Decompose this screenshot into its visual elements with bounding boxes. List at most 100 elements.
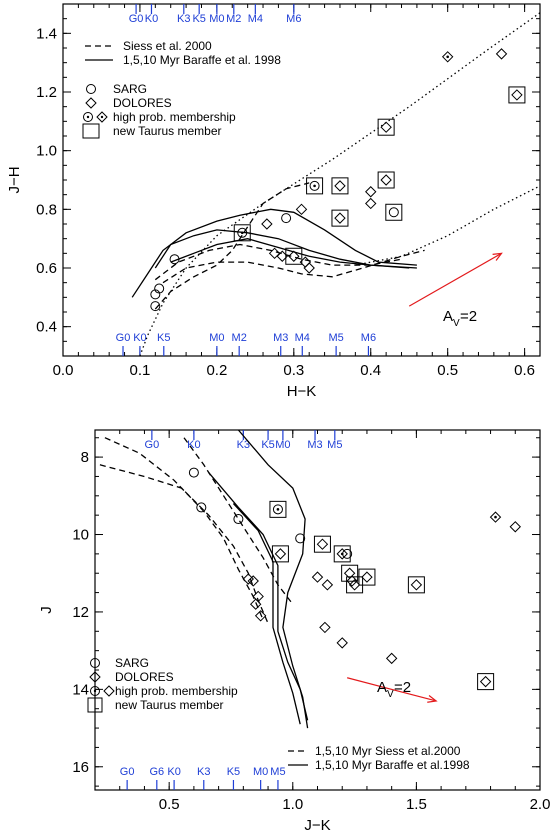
data-point-diamond [441, 51, 454, 63]
y-tick-label: 8 [81, 449, 89, 466]
spt-bottom-label: M5 [328, 332, 343, 344]
data-point-diamond [288, 250, 300, 262]
reddening-vector [408, 252, 502, 307]
data-point-diamond [495, 48, 508, 60]
legend-marker-circle [90, 686, 100, 696]
model-curve-solid [131, 208, 417, 298]
model-curve-dash [162, 249, 425, 284]
spt-bottom-label: G0 [120, 766, 135, 778]
data-point-dot [276, 508, 280, 511]
y-tick-label: 0.8 [36, 201, 57, 218]
legend-marker-diamond [89, 671, 101, 683]
spt-bottom-label: K5 [227, 766, 240, 778]
data-point-diamond [336, 637, 348, 649]
data-point-diamond [511, 89, 523, 101]
legend-marker-diamond [103, 685, 115, 697]
model-curve-dash [154, 182, 310, 310]
spt-bottom-label: K3 [197, 766, 210, 778]
spt-bottom-label: M5 [270, 766, 285, 778]
data-point-diamond [361, 571, 373, 583]
spt-top-label: M2 [226, 13, 241, 25]
data-point-circle [309, 180, 320, 191]
spt-top-label: M6 [286, 13, 301, 25]
spt-bottom-label: M0 [209, 332, 224, 344]
legend-marker-dot [86, 115, 90, 119]
legend-marker-label: SARG [115, 656, 149, 670]
data-point-diamond [365, 197, 377, 210]
data-point-square [377, 171, 395, 189]
data-point-circle [196, 502, 207, 513]
data-point-square [407, 576, 425, 594]
data-point-square [508, 86, 526, 104]
spt-top-label: K0 [187, 439, 200, 451]
spt-top-label: K3 [177, 13, 190, 25]
data-point-circle [281, 213, 292, 224]
x-tick-label: 0.4 [360, 362, 381, 379]
data-point-diamond [380, 174, 392, 186]
x-tick-label: 2.0 [530, 796, 551, 813]
spt-bottom-label: K0 [133, 332, 146, 344]
spt-bottom-label: M0 [253, 766, 268, 778]
extinction-label: A [443, 308, 453, 325]
x-tick-label: 0.5 [437, 362, 458, 379]
spt-bottom-label: K0 [167, 766, 180, 778]
spt-top-label: M3 [307, 439, 322, 451]
y-tick-label: 10 [72, 527, 89, 544]
legend-marker-diamond [96, 111, 108, 123]
legend-model-label: Siess et al. 2000 [123, 39, 212, 53]
x-tick-label: 1.5 [406, 796, 427, 813]
chart-color-color: 0.0 0.1 0.2 0.3 0.4 0.5 0.6 0.4 0.6 0.8 1.0 1.2 1.4 H… [6, 3, 541, 400]
model-curve-dash [154, 243, 402, 281]
data-point-dot [446, 55, 449, 59]
data-point-diamond [252, 590, 264, 603]
data-point-circle [150, 289, 161, 300]
data-point-square [377, 118, 395, 136]
y-tick-label: 1.4 [36, 25, 57, 42]
spt-bottom-label: M2 [232, 332, 247, 344]
y-axis-label: J−H [6, 166, 23, 193]
data-point-square [341, 564, 359, 582]
data-point-diamond [410, 579, 423, 591]
data-point-diamond [336, 548, 348, 560]
data-point-diamond [348, 579, 361, 591]
data-point-square [477, 673, 495, 691]
spt-top-label: M4 [248, 13, 263, 25]
data-point-square [313, 535, 331, 553]
data-point-circle [233, 514, 244, 525]
y-axis-label: J [38, 606, 55, 614]
legend-model-label: 1,5,10 Myr Baraffe et al.1998 [315, 758, 470, 772]
legend-marker-circle [83, 112, 93, 122]
data-point-square [358, 568, 376, 586]
y-tick-label: 0.6 [36, 260, 57, 277]
extinction-label-value: =2 [460, 308, 477, 325]
data-point-diamond [334, 212, 346, 224]
data-point-dot [313, 184, 316, 188]
data-point-diamond [334, 180, 346, 192]
reddening-vector [347, 677, 437, 702]
spt-top-label: M0 [209, 13, 224, 25]
data-point-square [271, 545, 289, 563]
data-point-circle [272, 504, 283, 515]
spt-bottom-label: K5 [157, 332, 170, 344]
model-curve-solid [154, 229, 417, 269]
legend-marker-label: high prob. membership [115, 684, 238, 698]
model-curve-solid [232, 503, 301, 725]
spt-bottom-label: M4 [295, 332, 310, 344]
model-curve-solid [208, 472, 309, 721]
legend-marker-square [82, 123, 100, 139]
spt-bottom-label: G0 [116, 332, 131, 344]
legend-marker-dot [93, 689, 97, 693]
data-point-diamond [385, 652, 398, 665]
data-point-diamond [346, 575, 358, 587]
extinction-label-sub: V [453, 318, 460, 329]
spt-bottom-label: M3 [273, 332, 288, 344]
reddening-arrowhead [427, 695, 438, 703]
legend-marker-label: DOLORES [113, 96, 172, 110]
data-point-diamond [489, 511, 502, 523]
x-axis-label: H−K [287, 383, 317, 400]
legend-model-label: 1,5,10 Myr Siess et al.2000 [315, 744, 461, 758]
spt-top-label: K3 [237, 439, 250, 451]
spt-top-label: G0 [145, 439, 160, 451]
data-point-diamond [254, 610, 267, 622]
